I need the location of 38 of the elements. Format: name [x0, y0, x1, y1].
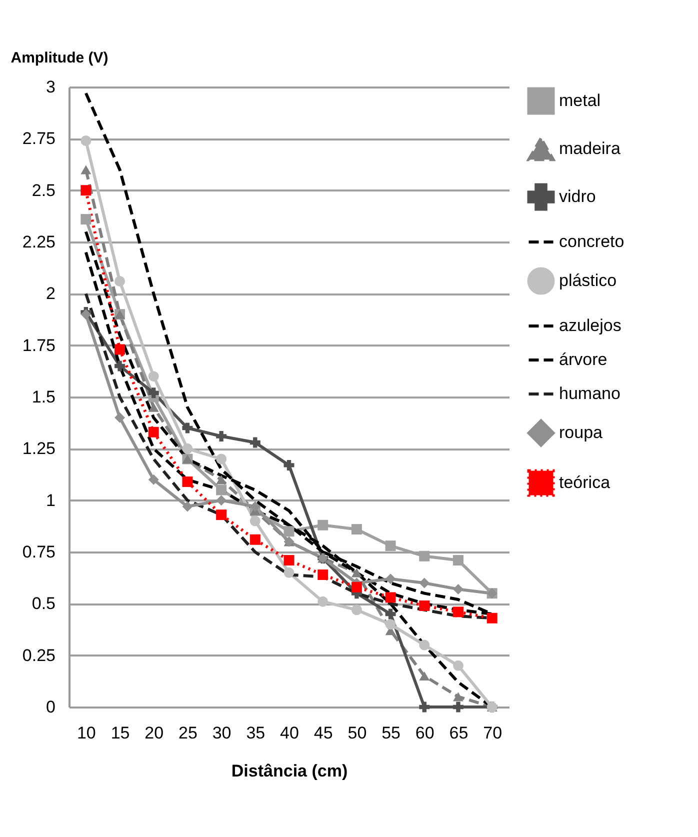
x-tick-label: 20 — [144, 724, 164, 742]
y-tick-label: 2 — [46, 284, 56, 304]
legend-label: humano — [559, 384, 620, 403]
y-tick-label: 1.5 — [32, 388, 56, 406]
x-tick-label: 55 — [382, 724, 400, 742]
legend-label: concreto — [559, 232, 624, 251]
y-tick-label: 3 — [46, 78, 56, 96]
y-tick-label: 0 — [46, 698, 56, 716]
x-tick-label: 65 — [449, 724, 468, 742]
x-axis-title: Distância (cm) — [231, 762, 348, 780]
x-tick-label: 35 — [246, 724, 266, 742]
x-tick-label: 70 — [483, 724, 502, 742]
y-tick-label: 1.75 — [22, 336, 56, 355]
legend-label: metal — [559, 91, 601, 110]
legend-label: roupa — [559, 423, 604, 442]
legend-label: árvore — [559, 350, 608, 369]
x-tick-label: 15 — [110, 724, 130, 742]
y-tick-label: 2.5 — [32, 180, 56, 200]
y-tick-label: 0.5 — [32, 594, 56, 614]
x-tick-label: 60 — [415, 724, 434, 742]
y-tick-label: 2.75 — [22, 129, 56, 148]
x-tick-label: 25 — [178, 724, 198, 742]
x-tick-label: 10 — [76, 724, 96, 742]
y-tick-label: 0.75 — [22, 542, 56, 562]
legend-label: madeira — [559, 139, 621, 158]
y-tick-label: 1 — [46, 490, 56, 510]
x-tick-label: 40 — [280, 724, 299, 742]
legend-label: plástico — [559, 271, 617, 290]
y-tick-label: 2.25 — [22, 232, 56, 252]
legend-label: azulejos — [559, 316, 622, 335]
legend-label: teórica — [559, 473, 611, 492]
y-axis-title: Amplitude (V) — [10, 50, 108, 66]
legend-label: vidro — [559, 187, 596, 206]
x-tick-label: 50 — [348, 724, 367, 742]
y-tick-label: 0.25 — [22, 646, 56, 665]
y-tick-label: 1.25 — [22, 439, 56, 458]
x-tick-label: 45 — [314, 724, 333, 742]
x-tick-label: 30 — [212, 724, 232, 742]
